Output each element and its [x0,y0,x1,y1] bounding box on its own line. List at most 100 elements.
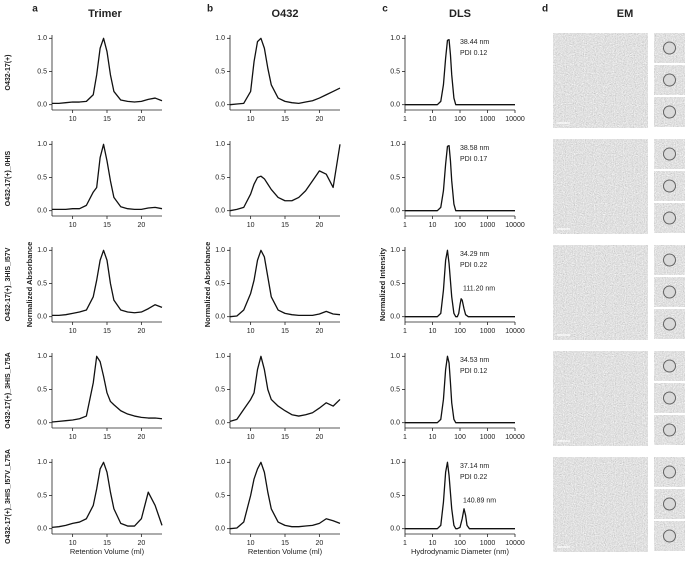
y-tick-label: 1.0 [390,459,400,466]
x-tick-label: 20 [315,434,323,441]
x-tick-label: 1 [403,116,407,123]
panel-letter: a [32,4,38,15]
x-tick-label: 10 [429,540,437,547]
annotation: PDI 0.22 [460,474,487,481]
x-tick-label: 10 [247,116,255,123]
line [405,39,515,106]
x-tick-label: 1 [403,434,407,441]
y-tick-label: 0.0 [215,314,225,321]
em-particle [663,497,676,511]
x-tick-label: 1 [403,328,407,335]
x-tick-label: 1 [403,540,407,547]
y-tick-label: 0.5 [37,280,47,287]
x-tick-label: 15 [103,328,111,335]
panel-title: EM [617,8,634,20]
chart: 0.0 0.5 1.0 10 15 20 [215,247,341,335]
x-tick-label: 15 [103,434,111,441]
x-tick-label: 15 [281,222,289,229]
annotation: PDI 0.12 [460,368,487,375]
annotation: 38.44 nm [460,39,489,46]
em-particle [663,179,676,193]
line [51,461,163,529]
x-tick-label: 10000 [505,116,525,123]
chart: 0.0 0.5 1.0 10 15 20 [215,353,341,441]
em-particle [663,465,676,479]
x-tick-label: 10 [69,222,77,229]
x-tick-label: 20 [137,434,145,441]
x-tick-label: 20 [315,540,323,547]
x-tick-label: 15 [281,540,289,547]
line [405,145,515,212]
y-tick-label: 1.0 [215,459,225,466]
x-tick-label: 100 [454,328,466,335]
y-tick-label: 0.0 [215,208,225,215]
y-tick-label: 0.0 [215,420,225,427]
y-tick-label: 0.0 [37,314,47,321]
x-tick-label: 20 [137,328,145,335]
line [229,249,341,318]
x-tick-label: 15 [281,328,289,335]
y-tick-label: 0.5 [37,174,47,181]
y-tick-label: 0.0 [37,526,47,533]
y-tick-label: 0.0 [215,102,225,109]
em-particle [663,529,676,543]
line [405,461,515,530]
y-tick-label: 0.5 [390,280,400,287]
x-tick-label: 100 [454,434,466,441]
x-tick-label: 1000 [480,434,496,441]
row-label: O432-17(+)_0HIS [5,150,12,206]
em-particles [553,139,648,234]
x-axis-label: Hydrodynamic Diameter (nm) [411,547,509,556]
x-tick-label: 1000 [480,540,496,547]
x-tick-label: 10000 [505,328,525,335]
panel-letter: b [207,4,213,15]
y-tick-label: 1.0 [37,247,47,254]
annotation: 38.58 nm [460,145,489,152]
x-tick-label: 10 [247,222,255,229]
y-tick-label: 0.5 [390,492,400,499]
em-particle [663,285,676,299]
em-images [553,33,685,552]
chart: 0.0 0.5 1.0 10 15 20 [215,459,341,547]
line [229,144,341,212]
x-tick-label: 10 [429,434,437,441]
x-tick-label: 100 [454,222,466,229]
x-tick-label: 1 [403,222,407,229]
chart: 0.0 0.5 1.0 1 10 100 1000 10000 38.58 nm PDI 0.17 [390,141,525,229]
chart: 0.0 0.5 1.0 1 10 100 1000 10000 34.53 nm PDI 0.12 [390,353,525,441]
y-tick-label: 1.0 [37,35,47,42]
row-label: O432-17(+) [5,55,12,91]
x-tick-label: 100 [454,540,466,547]
x-tick-label: 10 [69,328,77,335]
x-tick-label: 10 [247,540,255,547]
line [52,143,163,211]
y-tick-label: 0.5 [37,68,47,75]
y-tick-label: 0.5 [390,174,400,181]
x-tick-label: 1000 [480,116,496,123]
x-tick-label: 10000 [505,222,525,229]
x-tick-label: 15 [281,116,289,123]
x-tick-label: 10 [69,116,77,123]
chart: 0.0 0.5 1.0 10 15 20 [37,247,163,335]
y-tick-label: 0.5 [215,386,225,393]
x-tick-label: 10000 [505,540,525,547]
line [405,249,515,318]
x-tick-label: 20 [137,540,145,547]
em-particle [663,211,676,225]
em-particle [663,41,676,55]
em-particle [663,391,676,405]
x-tick-label: 15 [103,116,111,123]
y-tick-label: 0.0 [390,420,400,427]
y-tick-label: 0.5 [215,280,225,287]
y-tick-label: 0.0 [37,420,47,427]
em-particle [663,359,676,373]
y-axis-label: Normalized Intensity [378,247,387,321]
y-tick-label: 0.0 [37,102,47,109]
y-tick-label: 1.0 [390,247,400,254]
y-tick-label: 0.5 [215,68,225,75]
x-axis-label: Retention Volume (ml) [70,547,145,556]
chart: 0.0 0.5 1.0 10 15 20 [37,141,163,229]
em-particle [663,317,676,331]
chart: 0.0 0.5 1.0 10 15 20 [37,353,163,441]
